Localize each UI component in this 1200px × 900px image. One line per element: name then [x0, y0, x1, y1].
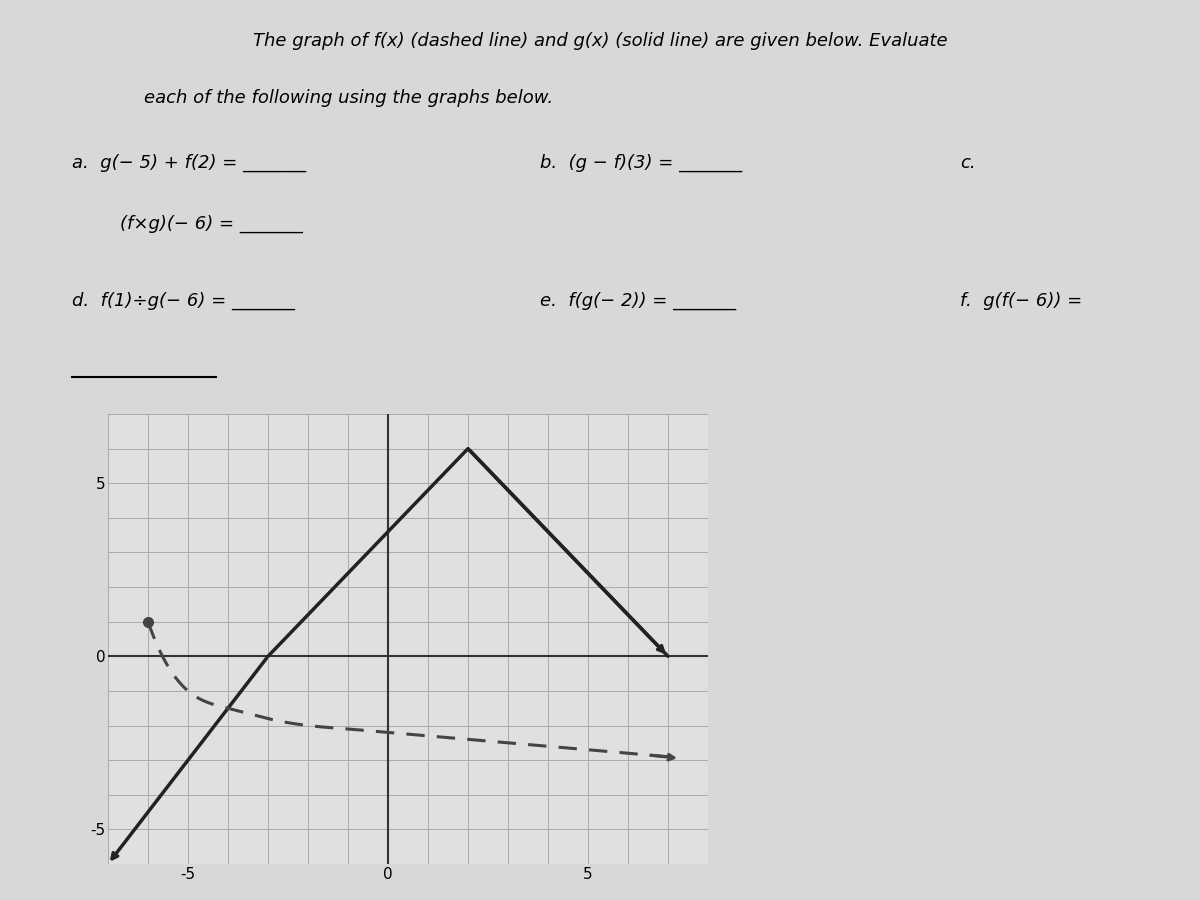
- Text: (f×g)(− 6) = _______: (f×g)(− 6) = _______: [120, 214, 302, 233]
- Text: f.  g(f(− 6)) =: f. g(f(− 6)) =: [960, 292, 1082, 310]
- Text: The graph of f(x) (dashed line) and g(x) (solid line) are given below. Evaluate: The graph of f(x) (dashed line) and g(x)…: [253, 32, 947, 50]
- Text: e.  f(g(− 2)) = _______: e. f(g(− 2)) = _______: [540, 292, 736, 310]
- Text: c.: c.: [960, 154, 976, 172]
- Text: a.  g(− 5) + f(2) = _______: a. g(− 5) + f(2) = _______: [72, 154, 306, 172]
- Text: each of the following using the graphs below.: each of the following using the graphs b…: [144, 89, 553, 107]
- Text: d.  f(1)÷g(− 6) = _______: d. f(1)÷g(− 6) = _______: [72, 292, 295, 310]
- Text: b.  (g − f)(3) = _______: b. (g − f)(3) = _______: [540, 154, 742, 172]
